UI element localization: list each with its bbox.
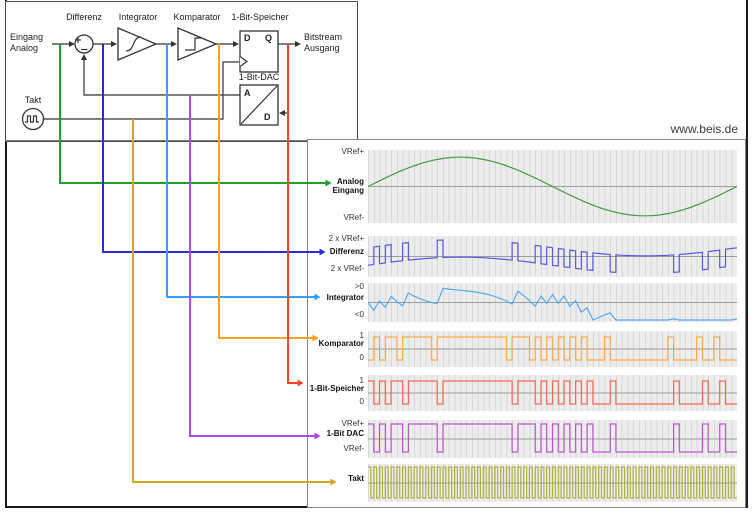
label-output: Bitstream Ausgang (304, 32, 343, 53)
axis-label-bottom-integrator: <0 (354, 310, 364, 319)
label-input: Eingang Analog (10, 32, 44, 53)
axis-label-bottom-komparator: 0 (359, 353, 364, 362)
waveform-name-analog: Analog Eingang (332, 176, 364, 196)
waveform-trace-integrator (368, 287, 737, 321)
label-speicher: 1-Bit-Speicher (231, 12, 289, 22)
waveform-trace-analog (368, 156, 737, 217)
waveform-trace-differenz (368, 239, 737, 274)
label-differenz: Differenz (66, 12, 102, 22)
axis-label-top-komparator: 1 (359, 331, 364, 340)
waveform-name-takt: Takt (348, 474, 364, 483)
waveform-name-differenz: Differenz (329, 247, 364, 256)
axis-label-bottom-speicher: 0 (359, 397, 364, 406)
watermark: www.beis.de (670, 122, 738, 136)
label-komparator: Komparator (173, 12, 221, 22)
label-takt: Takt (24, 95, 42, 105)
axis-label-top-analog: VRef+ (341, 147, 364, 156)
waveform-name-integrator: Integrator (326, 293, 364, 302)
label-integrator: Integrator (118, 12, 158, 22)
waveform-grid-integrator (368, 283, 737, 322)
waveform-grid-speicher (368, 375, 737, 411)
waveform-name-speicher: 1-Bit-Speicher (309, 384, 364, 393)
waveform-grid-komparator (368, 331, 737, 367)
block-diagram-box (5, 1, 358, 142)
waveform-grid-dac (368, 420, 737, 458)
label-dac: 1-Bit-DAC (238, 72, 280, 82)
waveform-trace-speicher (368, 380, 737, 405)
waveform-trace-dac (368, 423, 737, 453)
waveform-grid-differenz (368, 236, 737, 277)
axis-label-top-integrator: >0 (354, 282, 364, 291)
waveform-name-komparator: Komparator (318, 339, 364, 348)
axis-label-top-speicher: 1 (359, 376, 364, 385)
axis-label-top-differenz: 2 x VRef+ (328, 234, 364, 243)
waveform-trace-takt (368, 466, 737, 499)
waveform-grid-takt (368, 464, 737, 502)
axis-label-bottom-differenz: 2 x VRef- (330, 264, 364, 273)
axis-label-bottom-dac: VRef- (343, 444, 364, 453)
waveform-name-dac: 1-Bit DAC (326, 429, 364, 438)
waveform-grid-analog (368, 150, 737, 223)
waveform-trace-komparator (368, 336, 737, 361)
axis-label-bottom-analog: VRef- (343, 213, 364, 222)
axis-label-top-dac: VRef+ (341, 419, 364, 428)
